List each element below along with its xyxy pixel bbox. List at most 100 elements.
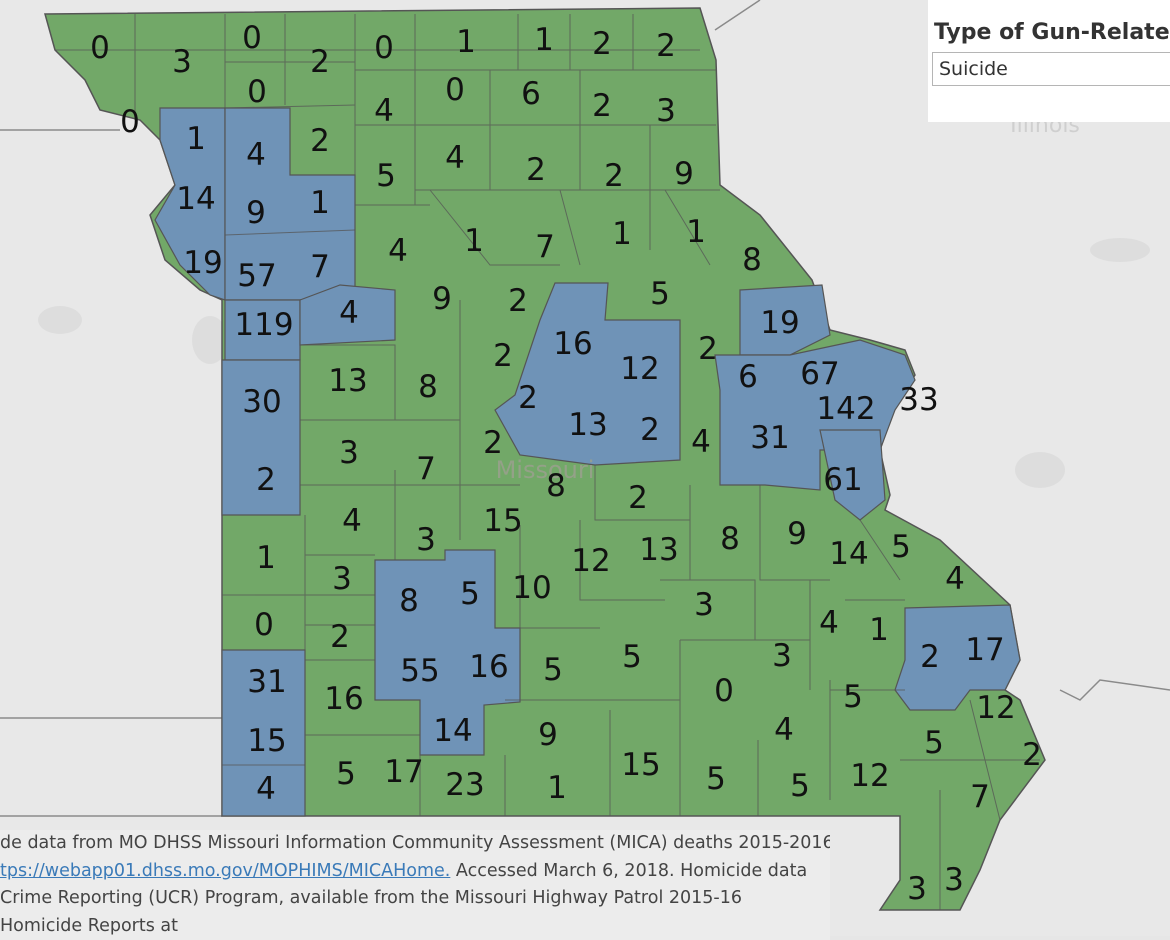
county-count-label[interactable]: 4	[445, 140, 465, 176]
county-count-label[interactable]: 5	[543, 652, 563, 688]
county-count-label[interactable]: 17	[384, 754, 423, 790]
county-count-label[interactable]: 4	[342, 503, 362, 539]
county-count-label[interactable]: 0	[445, 72, 465, 108]
county-count-label[interactable]: 67	[800, 356, 839, 392]
county-count-label[interactable]: 9	[246, 195, 266, 231]
county-count-label[interactable]: 5	[790, 768, 810, 804]
county-count-label[interactable]: 0	[714, 673, 734, 709]
county-count-label[interactable]: 0	[247, 74, 267, 110]
county-count-label[interactable]: 2	[330, 619, 350, 655]
county-count-label[interactable]: 1	[456, 24, 476, 60]
county-count-label[interactable]: 12	[620, 351, 659, 387]
county-count-label[interactable]: 19	[760, 305, 799, 341]
county-count-label[interactable]: 2	[698, 331, 718, 367]
county-count-label[interactable]: 15	[483, 503, 522, 539]
county-count-label[interactable]: 8	[742, 242, 762, 278]
county-count-label[interactable]: 2	[256, 462, 276, 498]
county-count-label[interactable]: 2	[628, 480, 648, 516]
county-count-label[interactable]: 2	[493, 338, 513, 374]
county-count-label[interactable]: 2	[640, 412, 660, 448]
county-count-label[interactable]: 2	[1022, 737, 1042, 773]
county-count-label[interactable]: 12	[976, 690, 1015, 726]
county-count-label[interactable]: 7	[970, 779, 990, 815]
county-count-label[interactable]: 2	[310, 123, 330, 159]
county-count-label[interactable]: 31	[247, 664, 286, 700]
county-count-label[interactable]: 9	[674, 156, 694, 192]
county-count-label[interactable]: 17	[965, 632, 1004, 668]
county-count-label[interactable]: 3	[772, 638, 792, 674]
county-count-label[interactable]: 5	[336, 756, 356, 792]
county-count-label[interactable]: 3	[694, 587, 714, 623]
county-count-label[interactable]: 5	[891, 529, 911, 565]
county-count-label[interactable]: 14	[176, 181, 215, 217]
county-count-label[interactable]: 1	[869, 612, 889, 648]
county-count-label[interactable]: 4	[256, 771, 276, 807]
county-count-label[interactable]: 7	[310, 249, 330, 285]
county-count-label[interactable]: 4	[388, 233, 408, 269]
county-count-label[interactable]: 2	[592, 88, 612, 124]
county-count-label[interactable]: 3	[172, 44, 192, 80]
county-count-label[interactable]: 3	[944, 862, 964, 898]
county-count-label[interactable]: 14	[829, 536, 868, 572]
county-count-label[interactable]: 9	[787, 516, 807, 552]
county-count-label[interactable]: 14	[433, 713, 472, 749]
county-count-label[interactable]: 31	[750, 420, 789, 456]
county-count-label[interactable]: 2	[920, 639, 940, 675]
county-count-label[interactable]: 33	[899, 382, 938, 418]
county-count-label[interactable]: 23	[445, 767, 484, 803]
county-count-label[interactable]: 4	[819, 605, 839, 641]
county-count-label[interactable]: 8	[418, 369, 438, 405]
county-count-label[interactable]: 3	[339, 435, 359, 471]
county-count-label[interactable]: 6	[521, 76, 541, 112]
county-count-label[interactable]: 0	[120, 104, 140, 140]
county-count-label[interactable]: 1	[464, 223, 484, 259]
county-count-label[interactable]: 16	[553, 326, 592, 362]
county-count-label[interactable]: 8	[399, 583, 419, 619]
county-count-label[interactable]: 3	[656, 93, 676, 129]
county-count-label[interactable]: 7	[416, 451, 436, 487]
county-count-label[interactable]: 55	[400, 653, 439, 689]
county-count-label[interactable]: 2	[508, 283, 528, 319]
county-count-label[interactable]: 4	[374, 93, 394, 129]
county-count-label[interactable]: 57	[237, 258, 276, 294]
county-count-label[interactable]: 61	[823, 462, 862, 498]
county-count-label[interactable]: 1	[186, 121, 206, 157]
county-count-label[interactable]: 15	[621, 747, 660, 783]
county-count-label[interactable]: 2	[483, 425, 503, 461]
county-count-label[interactable]: 5	[924, 725, 944, 761]
county-count-label[interactable]: 4	[339, 295, 359, 331]
county-count-label[interactable]: 0	[254, 607, 274, 643]
county-count-label[interactable]: 5	[622, 639, 642, 675]
county-count-label[interactable]: 2	[526, 152, 546, 188]
county-count-label[interactable]: 0	[242, 20, 262, 56]
county-count-label[interactable]: 13	[328, 363, 367, 399]
county-count-label[interactable]: 4	[246, 137, 266, 173]
county-count-label[interactable]: 1	[547, 770, 567, 806]
county-count-label[interactable]: 13	[568, 407, 607, 443]
county-count-label[interactable]: 2	[604, 158, 624, 194]
county-count-label[interactable]: 5	[650, 276, 670, 312]
county-count-label[interactable]: 3	[416, 522, 436, 558]
county-count-label[interactable]: 5	[376, 158, 396, 194]
county-count-label[interactable]: 9	[538, 717, 558, 753]
county-count-label[interactable]: 6	[738, 359, 758, 395]
county-count-label[interactable]: 0	[374, 30, 394, 66]
county-count-label[interactable]: 0	[90, 30, 110, 66]
county-count-label[interactable]: 1	[310, 185, 330, 221]
county-count-label[interactable]: 119	[234, 307, 293, 343]
county-count-label[interactable]: 2	[310, 44, 330, 80]
county-count-label[interactable]: 9	[432, 281, 452, 317]
county-count-label[interactable]: 1	[612, 216, 632, 252]
county-count-label[interactable]: 2	[656, 28, 676, 64]
county-count-label[interactable]: 4	[945, 561, 965, 597]
county-count-label[interactable]: 1	[256, 540, 276, 576]
county-count-label[interactable]: 5	[460, 576, 480, 612]
county-count-label[interactable]: 142	[816, 391, 875, 427]
county-count-label[interactable]: 3	[332, 561, 352, 597]
county-count-label[interactable]: 1	[534, 22, 554, 58]
county-count-label[interactable]: 8	[546, 468, 566, 504]
county-count-label[interactable]: 2	[518, 380, 538, 416]
county-count-label[interactable]: 4	[774, 712, 794, 748]
county-count-label[interactable]: 7	[535, 229, 555, 265]
county-count-label[interactable]: 30	[242, 384, 281, 420]
